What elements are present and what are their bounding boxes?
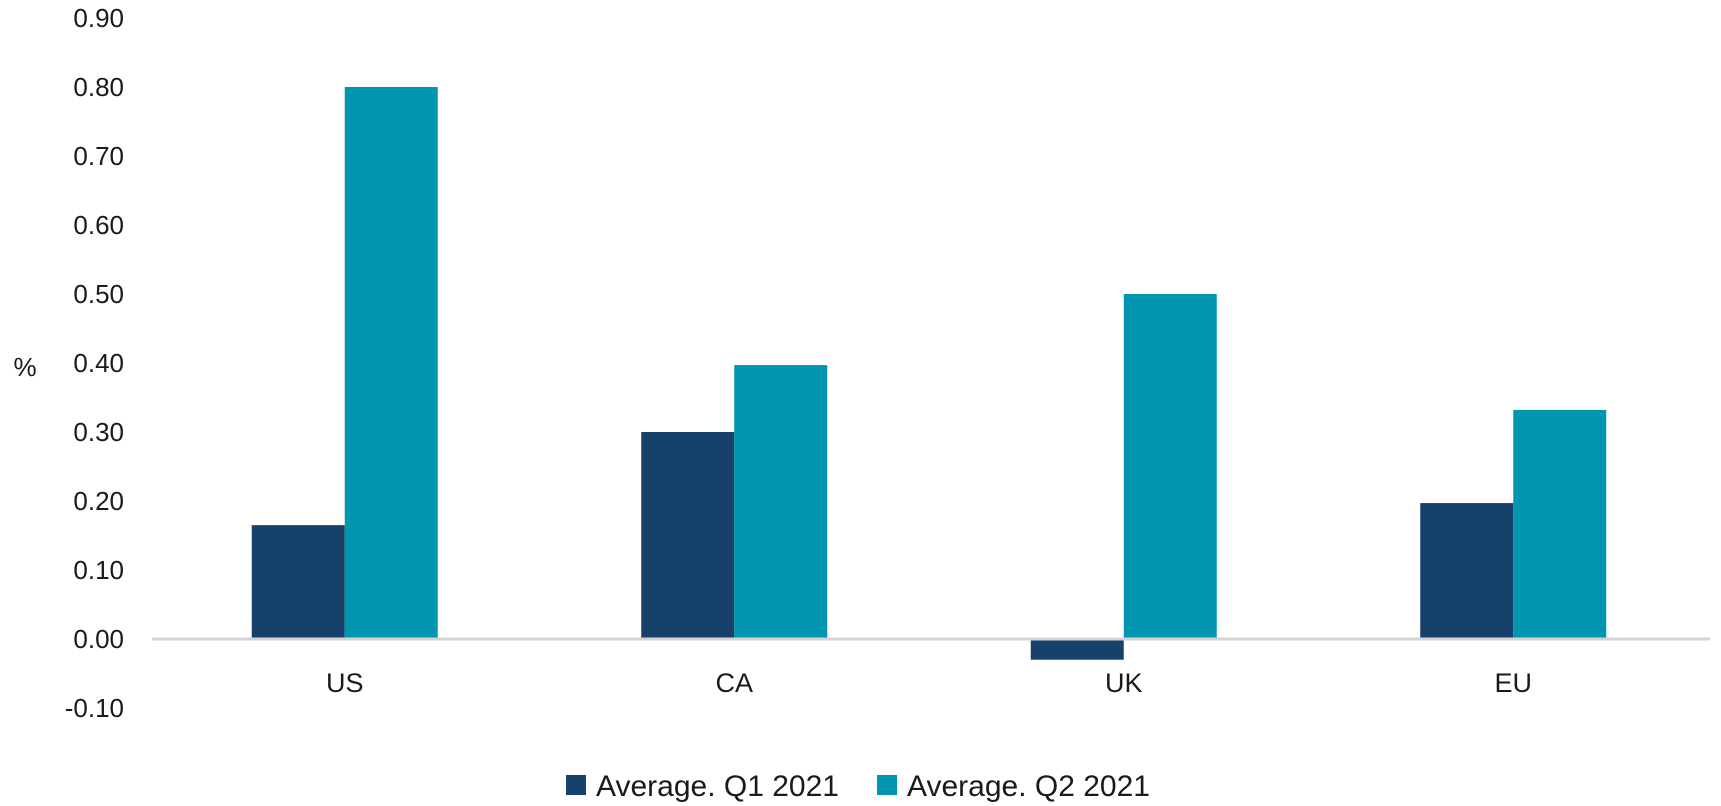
bars xyxy=(251,87,1607,660)
bar-uk-series-1 xyxy=(1030,639,1124,660)
y-tick-label: 0.10 xyxy=(73,555,124,585)
x-category-label: CA xyxy=(715,668,753,698)
y-axis-title: % xyxy=(13,352,36,382)
x-axis-category-labels: US CA UK EU xyxy=(326,668,1532,698)
y-tick-label: 0.50 xyxy=(73,279,124,309)
y-tick-label: 0.80 xyxy=(73,72,124,102)
x-category-label: US xyxy=(326,668,364,698)
y-tick-label: 0.20 xyxy=(73,486,124,516)
legend-swatch-series-2 xyxy=(877,775,897,795)
y-tick-label: 0.70 xyxy=(73,141,124,171)
y-tick-label: 0.00 xyxy=(73,624,124,654)
x-category-label: UK xyxy=(1105,668,1143,698)
y-tick-label: -0.10 xyxy=(65,693,124,723)
bar-eu-series-2 xyxy=(1513,409,1607,639)
y-tick-label: 0.40 xyxy=(73,348,124,378)
bar-ca-series-2 xyxy=(734,365,828,639)
bar-uk-series-2 xyxy=(1123,294,1217,639)
y-tick-label: 0.60 xyxy=(73,210,124,240)
legend: Average. Q1 2021 Average. Q2 2021 xyxy=(566,770,1150,803)
bar-us-series-2 xyxy=(344,87,438,639)
legend-swatch-series-1 xyxy=(566,775,586,795)
bar-ca-series-1 xyxy=(641,432,735,639)
bar-eu-series-1 xyxy=(1420,503,1514,639)
y-tick-label: 0.30 xyxy=(73,417,124,447)
y-tick-label: 0.90 xyxy=(73,3,124,33)
legend-label-series-2: Average. Q2 2021 xyxy=(907,770,1150,803)
x-category-label: EU xyxy=(1494,668,1532,698)
y-axis-ticks: 0.90 0.80 0.70 0.60 0.50 0.40 0.30 0.20 0.10 0.00… xyxy=(65,3,124,723)
bar-us-series-1 xyxy=(251,525,345,639)
legend-label-series-1: Average. Q1 2021 xyxy=(596,770,839,803)
